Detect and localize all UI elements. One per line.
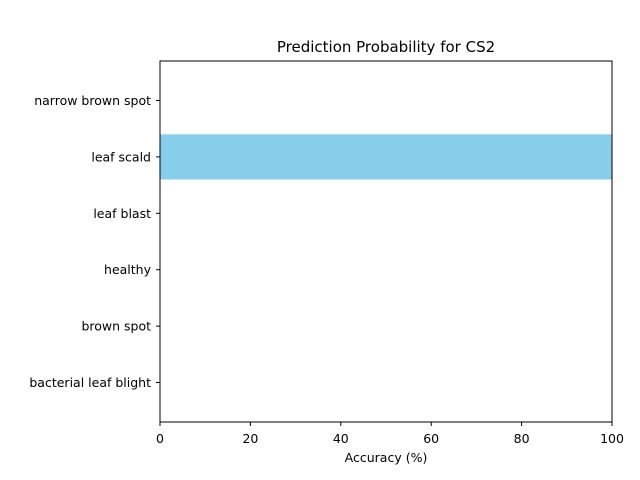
y-tick-label: narrow brown spot [34,93,151,108]
bar-group [160,134,612,180]
plot-frame [159,60,613,423]
x-axis: 0 20 40 60 80 100 [156,422,624,446]
y-axis: bacterial leaf blight brown spot healthy le… [29,93,160,390]
x-axis-label: Accuracy (%) [345,450,428,465]
y-tick-label: bacterial leaf blight [29,375,151,390]
x-tick-label: 40 [333,431,349,446]
y-tick-label: leaf scald [91,149,151,164]
x-tick-label: 0 [156,431,164,446]
chart-title: Prediction Probability for CS2 [277,38,495,56]
y-tick-label: healthy [104,262,152,277]
x-tick-label: 100 [600,431,624,446]
x-tick-label: 80 [514,431,530,446]
x-tick-label: 60 [423,431,439,446]
bar [160,134,612,180]
x-tick-label: 20 [242,431,258,446]
y-tick-label: leaf blast [93,206,151,221]
y-tick-label: brown spot [81,319,151,334]
